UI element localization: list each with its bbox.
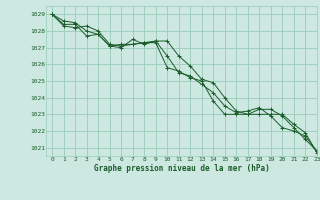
X-axis label: Graphe pression niveau de la mer (hPa): Graphe pression niveau de la mer (hPa) — [94, 164, 269, 173]
